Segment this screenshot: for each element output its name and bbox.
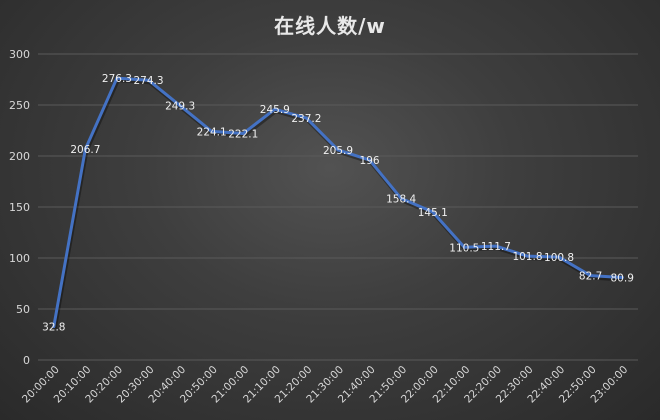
data-point-17 — [589, 274, 593, 278]
data-point-9 — [336, 148, 340, 152]
data-point-18 — [620, 275, 624, 279]
y-tick-label-250: 250 — [9, 99, 30, 112]
data-label-1: 206.7 — [70, 144, 100, 156]
y-tick-label-100: 100 — [9, 252, 30, 265]
data-label-4: 249.3 — [165, 101, 195, 113]
data-point-7 — [273, 107, 277, 111]
data-point-6 — [241, 131, 245, 135]
y-tick-label-0: 0 — [23, 354, 30, 367]
data-point-3 — [147, 78, 151, 82]
y-tick-label-50: 50 — [16, 303, 30, 316]
series-line-shadow — [52, 78, 624, 329]
data-label-8: 237.2 — [291, 113, 321, 125]
y-tick-label-150: 150 — [9, 201, 30, 214]
data-point-1 — [83, 147, 87, 151]
data-point-10 — [368, 158, 372, 162]
data-point-15 — [525, 254, 529, 258]
data-point-12 — [431, 210, 435, 214]
data-point-4 — [178, 104, 182, 108]
data-point-11 — [399, 196, 403, 200]
data-label-13: 110.5 — [449, 242, 479, 254]
data-label-18: 80.9 — [611, 272, 634, 284]
data-label-12: 145.1 — [418, 207, 448, 219]
data-label-16: 100.8 — [544, 252, 574, 264]
data-label-9: 205.9 — [323, 145, 353, 157]
data-label-0: 32.8 — [42, 322, 65, 334]
data-point-13 — [462, 245, 466, 249]
y-tick-label-200: 200 — [9, 150, 30, 163]
y-tick-label-300: 300 — [9, 48, 30, 61]
data-label-11: 158.4 — [386, 193, 416, 205]
data-point-2 — [115, 76, 119, 80]
data-label-10: 196 — [360, 155, 380, 167]
data-point-16 — [557, 255, 561, 259]
data-point-8 — [304, 116, 308, 120]
data-label-6: 222.1 — [228, 128, 258, 140]
data-label-7: 245.9 — [260, 104, 290, 116]
data-label-17: 82.7 — [579, 271, 602, 283]
data-point-0 — [52, 325, 56, 329]
data-label-5: 224.1 — [197, 126, 227, 138]
data-label-2: 276.3 — [102, 73, 132, 85]
data-label-14: 111.7 — [481, 241, 511, 253]
data-label-3: 274.3 — [133, 75, 163, 87]
data-label-15: 101.8 — [512, 251, 542, 263]
data-point-5 — [210, 129, 214, 133]
series-line — [52, 76, 624, 329]
data-point-14 — [494, 244, 498, 248]
chart-title: 在线人数/w — [274, 14, 386, 38]
